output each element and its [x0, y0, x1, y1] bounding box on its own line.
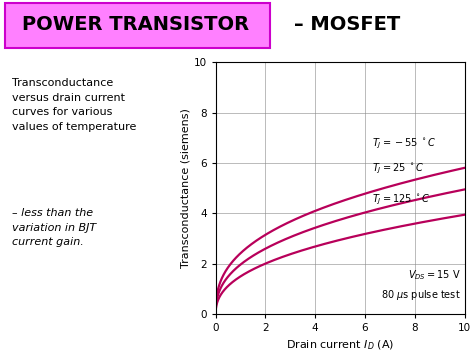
Text: $T_J = 25\ ^\circ$C: $T_J = 25\ ^\circ$C: [373, 162, 424, 176]
Text: Transconductance
versus drain current
curves for various
values of temperature: Transconductance versus drain current cu…: [12, 78, 137, 132]
Text: POWER TRANSISTOR: POWER TRANSISTOR: [21, 15, 249, 34]
Text: $T_J = -55\ ^\circ$C: $T_J = -55\ ^\circ$C: [373, 137, 437, 151]
Text: $V_{DS} = 15\ \mathrm{V}$: $V_{DS} = 15\ \mathrm{V}$: [408, 268, 461, 282]
X-axis label: Drain current $I_D$ (A): Drain current $I_D$ (A): [286, 339, 394, 353]
Text: – less than the
variation in BJT
current gain.: – less than the variation in BJT current…: [12, 208, 96, 247]
Text: $T_J = 125\ ^\circ$C: $T_J = 125\ ^\circ$C: [373, 192, 430, 207]
FancyBboxPatch shape: [5, 3, 270, 48]
Text: 80 $\mu$s pulse test: 80 $\mu$s pulse test: [381, 288, 461, 302]
Y-axis label: Transconductance (siemens): Transconductance (siemens): [181, 108, 191, 268]
Text: – MOSFET: – MOSFET: [294, 15, 400, 34]
